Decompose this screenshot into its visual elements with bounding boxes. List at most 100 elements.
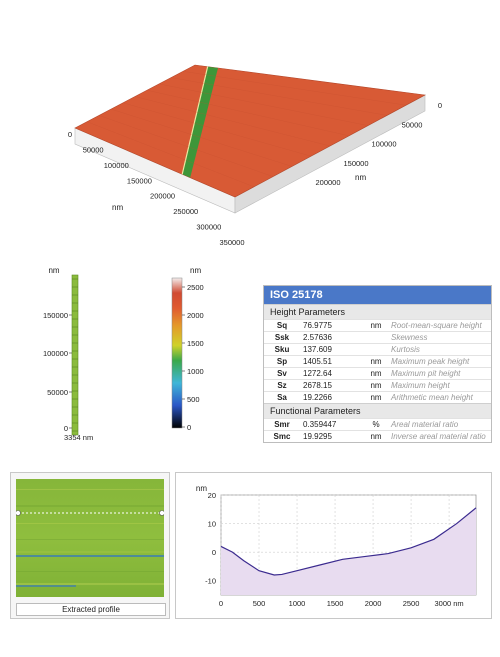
ruler-tick-label: 0 xyxy=(64,424,68,433)
parameter-value: 19.2266 xyxy=(300,391,364,403)
parameter-symbol: Sp xyxy=(264,355,300,368)
height-parameters-table: Sq 76.9775 nm Root-mean-square height Ssk 2.5… xyxy=(264,319,491,403)
scratch-ridge xyxy=(181,66,209,175)
colorbar-gradient xyxy=(171,277,183,429)
scratch-line xyxy=(16,585,76,587)
ruler-extent-label: 3354 nm xyxy=(64,433,93,442)
y-axis-tick-label: 200000 xyxy=(150,192,175,201)
parameter-value: 137.609 xyxy=(300,343,364,356)
colorbar-tick-label: 500 xyxy=(187,395,200,404)
ruler-tick-label: 100000 xyxy=(43,349,68,358)
colorbar-tick-label: 2500 xyxy=(187,283,204,292)
parameter-value: 1272.64 xyxy=(300,367,364,380)
height-parameter-row: Sp 1405.51 nm Maximum peak height xyxy=(264,355,491,368)
parameter-description: Root-mean-square height xyxy=(388,319,491,332)
parameter-unit xyxy=(364,343,388,356)
colorbar-tick-label: 1000 xyxy=(187,367,204,376)
surface-texture-line xyxy=(98,115,274,177)
functional-parameter-row: Smc 19.9295 nm Inverse areal material ratio xyxy=(264,430,491,442)
height-parameter-row: Ssk 2.57636 Skewness xyxy=(264,331,491,344)
profile-end-handle[interactable] xyxy=(159,510,165,516)
x-tick-label: 500 xyxy=(253,599,266,608)
parameter-unit: nm xyxy=(364,355,388,368)
parameter-value: 76.9775 xyxy=(300,319,364,332)
parameter-unit: % xyxy=(364,418,388,431)
x-axis-tick-label: 200000 xyxy=(315,178,340,187)
parameter-symbol: Smr xyxy=(264,418,300,431)
y-axis-unit: nm xyxy=(112,203,123,212)
y-axis-tick-label: 0 xyxy=(68,130,72,139)
ruler-bar xyxy=(71,274,79,436)
parameter-unit: nm xyxy=(364,319,388,332)
y-tick-label: 10 xyxy=(208,520,216,529)
colorbar-unit: nm xyxy=(190,266,201,275)
parameter-description: Maximum height xyxy=(388,379,491,392)
profile-area xyxy=(221,507,476,595)
x-axis-unit: nm xyxy=(355,173,366,182)
y-axis-tick-label: 150000 xyxy=(127,176,152,185)
profile-chart-panel: 0 500 1000 1500 2000 2500 3000 nm 20 10 0 -10 nm xyxy=(175,472,492,619)
parameter-unit xyxy=(364,331,388,344)
colorbar-tick-label: 2000 xyxy=(187,311,204,320)
surface-texture-line xyxy=(122,102,312,157)
surface-texture-line xyxy=(134,96,331,147)
scratch-groove xyxy=(182,66,218,178)
functional-parameters-header: Functional Parameters xyxy=(264,403,491,418)
iso-25178-table: ISO 25178 Height Parameters Sq 76.9775 nm R… xyxy=(263,285,492,443)
parameter-value: 1405.51 xyxy=(300,355,364,368)
surface-texture-line xyxy=(170,77,388,116)
parameter-unit: nm xyxy=(364,367,388,380)
x-tick-label: 3000 nm xyxy=(434,599,463,608)
surface-texture-line xyxy=(158,83,369,126)
parameter-unit: nm xyxy=(364,430,388,442)
x-axis-tick-label: 50000 xyxy=(402,120,423,129)
surface-3d-view: 0500001000001500002000002500003000003500… xyxy=(68,64,442,247)
x-tick-label: 0 xyxy=(219,599,223,608)
y-axis-tick-label: 250000 xyxy=(173,207,198,216)
profile-chart: 0 500 1000 1500 2000 2500 3000 nm 20 10 0 -10 nm xyxy=(196,484,477,608)
y-axis-tick-label: 350000 xyxy=(219,238,244,247)
surface-texture-line xyxy=(182,71,407,106)
y-tick-label: 0 xyxy=(212,548,216,557)
parameter-value: 2678.15 xyxy=(300,379,364,392)
parameter-symbol: Ssk xyxy=(264,331,300,344)
parameter-description: Maximum peak height xyxy=(388,355,491,368)
parameter-symbol: Sz xyxy=(264,379,300,392)
parameter-value: 19.9295 xyxy=(300,430,364,442)
colorbar-tick-label: 0 xyxy=(187,423,191,432)
colorbar-tick-label: 1500 xyxy=(187,339,204,348)
iso-title: ISO 25178 xyxy=(264,286,491,304)
y-tick-label: -10 xyxy=(205,577,216,586)
parameter-description: Kurtosis xyxy=(388,343,491,356)
y-tick-label: 20 xyxy=(208,491,216,500)
surface-top-view xyxy=(16,479,164,597)
y-axis-tick-label: 100000 xyxy=(104,161,129,170)
parameter-description: Maximum pit height xyxy=(388,367,491,380)
functional-parameters-table: Smr 0.359447% Areal material ratio Smc 19.92… xyxy=(264,418,491,442)
parameter-unit: nm xyxy=(364,391,388,403)
parameter-description: Skewness xyxy=(388,331,491,344)
profile-start-handle[interactable] xyxy=(16,510,21,516)
y-axis-unit: nm xyxy=(196,484,207,493)
parameter-symbol: Sku xyxy=(264,343,300,356)
height-colorbar: nm 2500 2000 1500 1000 500 0 xyxy=(171,266,204,432)
height-parameters-header: Height Parameters xyxy=(264,304,491,319)
scratch-line xyxy=(16,555,164,557)
height-parameter-row: Sa 19.2266 nm Arithmetic mean height xyxy=(264,391,491,403)
height-parameter-row: Sku 137.609 Kurtosis xyxy=(264,343,491,356)
parameter-description: Inverse areal material ratio xyxy=(388,430,491,442)
parameter-description: Arithmetic mean height xyxy=(388,391,491,403)
x-tick-label: 1000 xyxy=(289,599,306,608)
surface-texture-line xyxy=(146,90,350,136)
ruler-tick-label: 150000 xyxy=(43,311,68,320)
parameter-description: Areal material ratio xyxy=(388,418,491,431)
parameter-symbol: Smc xyxy=(264,430,300,442)
parameter-symbol: Sv xyxy=(264,367,300,380)
profile-line-series xyxy=(220,507,477,576)
ruler-tick-label: 50000 xyxy=(47,388,68,397)
surface-texture-line xyxy=(86,121,255,187)
height-parameter-row: Sz 2678.15 nm Maximum height xyxy=(264,379,491,392)
extracted-profile-panel: Extracted profile xyxy=(10,472,170,619)
parameter-unit: nm xyxy=(364,379,388,392)
